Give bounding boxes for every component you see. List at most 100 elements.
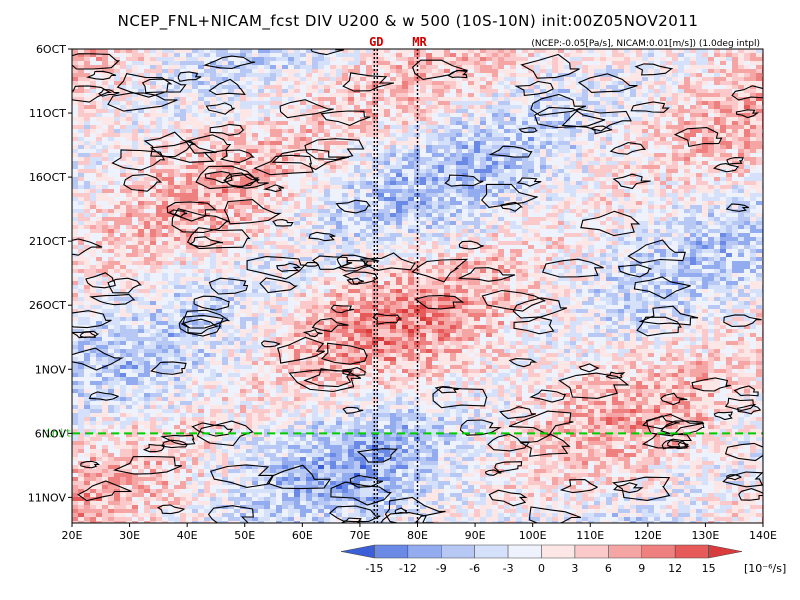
heat-cell xyxy=(426,121,432,125)
heat-cell xyxy=(270,85,276,89)
heat-cell xyxy=(84,133,90,137)
heat-cell xyxy=(624,205,630,209)
heat-cell xyxy=(756,121,762,125)
heat-cell xyxy=(90,201,96,205)
heat-cell xyxy=(594,113,600,117)
heat-cell xyxy=(726,213,732,217)
heat-cell xyxy=(648,137,654,141)
heat-cell xyxy=(168,165,174,169)
heat-cell xyxy=(78,149,84,153)
heat-cell xyxy=(252,217,258,221)
heat-cell xyxy=(90,181,96,185)
heat-cell xyxy=(666,133,672,137)
heat-cell xyxy=(600,205,606,209)
heat-cell xyxy=(90,61,96,65)
heat-cell xyxy=(636,73,642,77)
heat-cell xyxy=(144,193,150,197)
heat-cell xyxy=(606,213,612,217)
heat-cell xyxy=(366,161,372,165)
heat-cell xyxy=(594,157,600,161)
heat-cell xyxy=(84,89,90,93)
heat-cell xyxy=(294,217,300,221)
heat-cell xyxy=(198,73,204,77)
heat-cell xyxy=(144,205,150,209)
heat-cell xyxy=(612,189,618,193)
heat-cell xyxy=(426,97,432,101)
heat-cell xyxy=(714,217,720,221)
heat-cell xyxy=(642,173,648,177)
heat-cell xyxy=(276,53,282,57)
heat-cell xyxy=(534,173,540,177)
heat-cell xyxy=(714,189,720,193)
heat-cell xyxy=(582,61,588,65)
heat-cell xyxy=(570,129,576,133)
heat-cell xyxy=(432,101,438,105)
heat-cell xyxy=(732,125,738,129)
heat-cell xyxy=(618,197,624,201)
heat-cell xyxy=(354,73,360,77)
heat-cell xyxy=(336,57,342,61)
heat-cell xyxy=(402,69,408,73)
heat-cell xyxy=(684,165,690,169)
heat-cell xyxy=(528,109,534,113)
heat-cell xyxy=(438,165,444,169)
heat-cell xyxy=(714,65,720,69)
heat-cell xyxy=(288,101,294,105)
heat-cell xyxy=(558,77,564,81)
heat-cell xyxy=(714,117,720,121)
heat-cell xyxy=(240,101,246,105)
heat-cell xyxy=(360,141,366,145)
heat-cell xyxy=(438,113,444,117)
heat-cell xyxy=(636,125,642,129)
heat-cell xyxy=(204,157,210,161)
heat-cell xyxy=(678,109,684,113)
heat-cell xyxy=(390,169,396,173)
heat-cell xyxy=(570,69,576,73)
heat-cell xyxy=(492,165,498,169)
heat-cell xyxy=(654,61,660,65)
heat-cell xyxy=(552,197,558,201)
heat-cell xyxy=(312,201,318,205)
heat-cell xyxy=(684,97,690,101)
heat-cell xyxy=(558,109,564,113)
heat-cell xyxy=(270,125,276,129)
heat-cell xyxy=(606,177,612,181)
heat-cell xyxy=(360,213,366,217)
heat-cell xyxy=(228,153,234,157)
heat-cell xyxy=(114,53,120,57)
heat-cell xyxy=(498,101,504,105)
heat-cell xyxy=(258,61,264,65)
heat-cell xyxy=(492,173,498,177)
heat-cell xyxy=(678,173,684,177)
heat-cell xyxy=(306,125,312,129)
heat-cell xyxy=(90,189,96,193)
heat-cell xyxy=(180,49,186,53)
heat-cell xyxy=(486,157,492,161)
heat-cell xyxy=(144,181,150,185)
heat-cell xyxy=(558,189,564,193)
heat-cell xyxy=(294,137,300,141)
heat-cell xyxy=(582,209,588,213)
heat-cell xyxy=(474,217,480,221)
heat-cell xyxy=(690,93,696,97)
heat-cell xyxy=(156,117,162,121)
heat-cell xyxy=(714,69,720,73)
heat-cell xyxy=(78,93,84,97)
heat-cell xyxy=(258,93,264,97)
heat-cell xyxy=(732,177,738,181)
heat-cell xyxy=(408,117,414,121)
heat-cell xyxy=(162,169,168,173)
heat-cell xyxy=(78,209,84,213)
heat-cell xyxy=(408,193,414,197)
heat-cell xyxy=(264,69,270,73)
heat-cell xyxy=(162,149,168,153)
heat-cell xyxy=(264,201,270,205)
heat-cell xyxy=(222,193,228,197)
heat-cell xyxy=(114,85,120,89)
heat-cell xyxy=(228,161,234,165)
heat-cell xyxy=(174,53,180,57)
heat-cell xyxy=(108,157,114,161)
heat-cell xyxy=(162,105,168,109)
heat-cell xyxy=(618,81,624,85)
heat-cell xyxy=(240,121,246,125)
